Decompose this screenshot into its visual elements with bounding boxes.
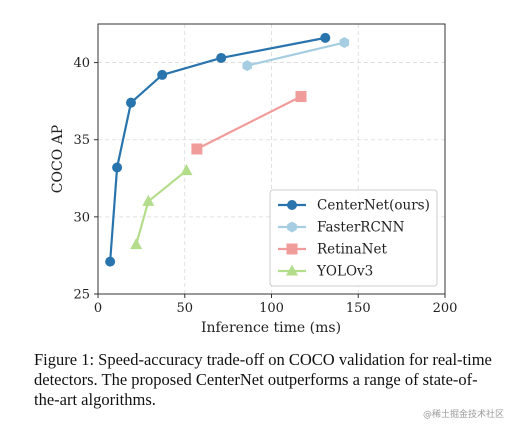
legend-label: FasterRCNN (317, 220, 405, 236)
y-tick-label: 35 (73, 133, 90, 148)
series-yolov3 (130, 164, 193, 250)
legend: CenterNet(ours) FasterRCNN RetinaNet YOLOv3 (269, 189, 438, 287)
y-tick-label: 40 (73, 56, 90, 71)
legend-marker (286, 264, 298, 276)
data-point-fasterrcnn (242, 60, 252, 72)
legend-item-retinanet: RetinaNet (278, 242, 387, 258)
data-point-yolov3 (130, 238, 143, 250)
series-line-yolov3 (135, 169, 188, 245)
data-point-centernet-ours (125, 97, 136, 108)
series-centernet-ours (105, 32, 331, 267)
data-point-yolov3 (142, 194, 155, 206)
data-point-retinanet (295, 91, 307, 103)
x-tick-label: 150 (346, 301, 371, 316)
legend-box (269, 189, 438, 287)
series-fasterrcnn (242, 37, 350, 72)
legend-marker (286, 243, 298, 255)
watermark: @稀土掘金技术社区 (422, 410, 504, 420)
y-axis-title: COCO AP (50, 125, 66, 193)
legend-label: YOLOv3 (316, 264, 373, 280)
figure-caption: Figure 1: Speed-accuracy trade-off on CO… (34, 350, 492, 409)
series-line-fasterrcnn (246, 41, 345, 67)
x-axis-title: Inference time (ms) (201, 320, 341, 336)
axis-ticks: 0 50 100 150 200 25 30 35 40 (73, 56, 457, 316)
legend-item-yolov3: YOLOv3 (278, 264, 373, 280)
data-point-centernet-ours (216, 52, 227, 63)
x-tick-label: 0 (94, 301, 102, 316)
legend-label: CenterNet(ours) (317, 198, 430, 214)
series-line-centernet-ours (109, 36, 326, 262)
data-point-centernet-ours (105, 256, 116, 267)
legend-label: RetinaNet (317, 242, 387, 258)
legend-marker (287, 200, 297, 210)
data-point-centernet-ours (320, 32, 331, 43)
x-tick-label: 50 (176, 301, 193, 316)
x-tick-label: 100 (259, 301, 284, 316)
series-line-retinanet (196, 95, 302, 150)
legend-item-centernet-ours: CenterNet(ours) (278, 198, 430, 214)
x-tick-label: 200 (433, 301, 458, 316)
legend-item-fasterrcnn: FasterRCNN (278, 220, 405, 236)
y-tick-label: 30 (73, 210, 90, 225)
data-point-retinanet (191, 143, 203, 155)
data-point-centernet-ours (112, 162, 123, 173)
data-point-yolov3 (180, 164, 193, 176)
series-retinanet (191, 91, 307, 155)
legend-marker (287, 221, 297, 233)
data-point-fasterrcnn (339, 37, 350, 49)
y-tick-label: 25 (73, 288, 90, 303)
data-point-centernet-ours (157, 69, 168, 80)
series-layer (105, 32, 350, 267)
